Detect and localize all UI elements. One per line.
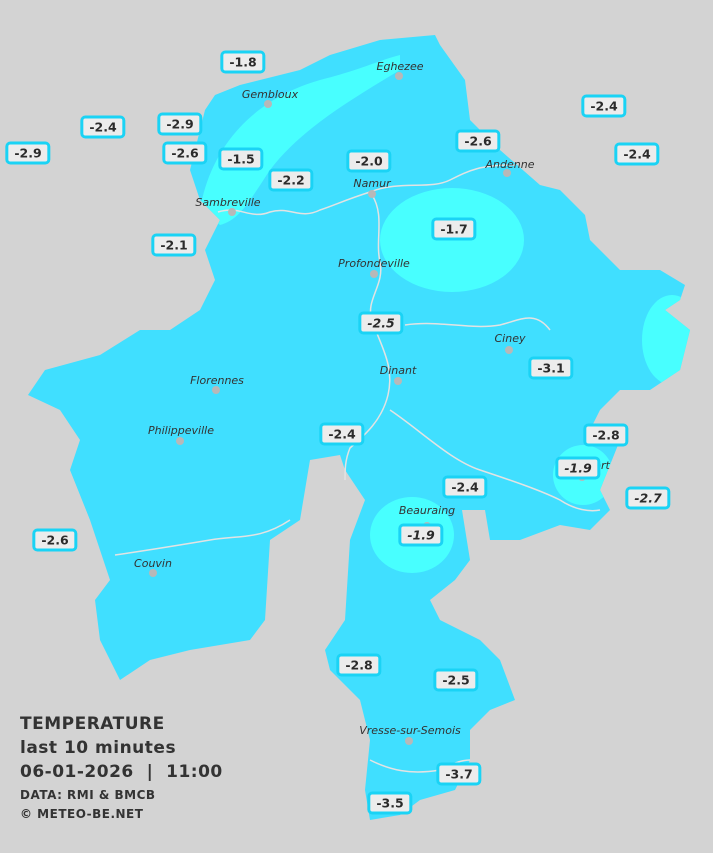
- temperature-reading[interactable]: -2.2: [268, 168, 314, 192]
- city-label-philippeville: Philippeville: [148, 424, 214, 437]
- temperature-reading[interactable]: -1.9: [398, 523, 444, 547]
- city-marker: [505, 346, 513, 354]
- city-label-sambreville: Sambreville: [195, 196, 261, 209]
- city-marker: [149, 569, 157, 577]
- legend-copyright: © METEO-BE.NET: [20, 807, 144, 821]
- city-label-ciney: Ciney: [494, 332, 526, 345]
- temperature-reading[interactable]: -2.8: [583, 423, 629, 447]
- temperature-reading[interactable]: -2.6: [162, 141, 208, 165]
- temperature-reading[interactable]: -2.5: [433, 668, 479, 692]
- city-marker: [212, 386, 220, 394]
- city-marker: [503, 169, 511, 177]
- city-label-dinant: Dinant: [379, 364, 417, 377]
- city-marker: [176, 437, 184, 445]
- temperature-reading[interactable]: -3.7: [436, 762, 482, 786]
- legend-subtitle: last 10 minutes: [20, 738, 177, 758]
- temperature-reading[interactable]: -1.9: [555, 456, 601, 480]
- legend-title: TEMPERATURE: [20, 714, 165, 734]
- temperature-reading[interactable]: -1.8: [220, 50, 266, 74]
- city-marker: [264, 100, 272, 108]
- temperature-reading[interactable]: -2.8: [336, 653, 382, 677]
- temperature-reading[interactable]: -1.5: [218, 147, 264, 171]
- city-label-vresse-sur-semois: Vresse-sur-Semois: [359, 724, 461, 737]
- temperature-reading[interactable]: -2.7: [625, 486, 671, 510]
- city-label-namur: Namur: [353, 177, 391, 190]
- legend-source: DATA: RMI & BMCB: [20, 788, 156, 802]
- temperature-reading[interactable]: -2.1: [151, 233, 197, 257]
- city-label-couvin: Couvin: [134, 557, 172, 570]
- city-marker: [370, 270, 378, 278]
- temperature-reading[interactable]: -2.6: [455, 129, 501, 153]
- city-marker: [395, 72, 403, 80]
- city-label-florennes: Florennes: [190, 374, 244, 387]
- temperature-reading[interactable]: -2.4: [614, 142, 660, 166]
- temperature-reading[interactable]: -3.5: [367, 791, 413, 815]
- temperature-zone-warm: [642, 295, 690, 385]
- temperature-reading[interactable]: -1.7: [431, 217, 477, 241]
- city-label-beauraing: Beauraing: [398, 504, 456, 517]
- map-legend: TEMPERATURE last 10 minutes 06-01-2026 |…: [20, 712, 223, 824]
- city-label-profondeville: Profondeville: [338, 257, 410, 270]
- temperature-zone-warm: [200, 55, 400, 225]
- temperature-reading[interactable]: -2.9: [157, 112, 203, 136]
- city-marker: [394, 377, 402, 385]
- city-marker: [228, 208, 236, 216]
- temperature-reading[interactable]: -2.4: [581, 94, 627, 118]
- temperature-reading[interactable]: -2.9: [5, 141, 51, 165]
- legend-datetime: 06-01-2026 | 11:00: [20, 762, 223, 782]
- temperature-reading[interactable]: -2.4: [80, 115, 126, 139]
- city-label-gembloux: Gembloux: [241, 88, 299, 101]
- city-label-eghezee: Eghezee: [376, 60, 424, 73]
- temperature-reading[interactable]: -2.5: [358, 311, 404, 335]
- temperature-reading[interactable]: -2.0: [346, 149, 392, 173]
- city-marker: [405, 737, 413, 745]
- temperature-reading[interactable]: -2.4: [319, 422, 365, 446]
- temperature-reading[interactable]: -2.4: [442, 475, 488, 499]
- city-marker: [368, 190, 376, 198]
- temperature-reading[interactable]: -2.6: [32, 528, 78, 552]
- temperature-reading[interactable]: -3.1: [528, 356, 574, 380]
- city-label-andenne: Andenne: [485, 158, 535, 171]
